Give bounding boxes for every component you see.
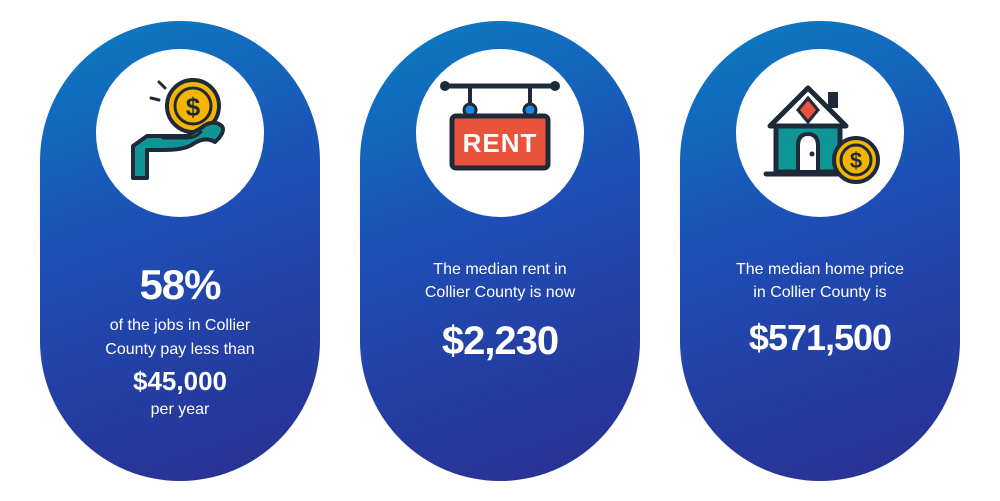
jobs-icon-circle: $ bbox=[96, 49, 264, 217]
home-amount: $571,500 bbox=[749, 314, 891, 363]
rent-body: The median rent in Collier County is now… bbox=[393, 257, 607, 368]
jobs-amount: $45,000 bbox=[133, 364, 227, 399]
home-icon-circle: $ bbox=[736, 49, 904, 217]
hand-coin-icon: $ bbox=[115, 68, 245, 198]
rent-amount: $2,230 bbox=[442, 314, 558, 368]
house-coin-icon: $ bbox=[750, 68, 890, 198]
rent-lead-1: The median rent in bbox=[433, 259, 566, 281]
rent-sign-label: RENT bbox=[463, 128, 538, 158]
jobs-lead-1: of the jobs in Collier bbox=[110, 315, 251, 337]
rent-lead-2: Collier County is now bbox=[425, 282, 575, 304]
jobs-card: $ 58% of the jobs in Collier County pay … bbox=[40, 21, 320, 481]
jobs-stat: 58% bbox=[139, 257, 220, 314]
svg-text:$: $ bbox=[850, 148, 862, 173]
rent-icon-circle: RENT bbox=[416, 49, 584, 217]
home-lead-2: in Collier County is bbox=[753, 282, 886, 304]
rent-sign-icon: RENT bbox=[430, 68, 570, 198]
svg-text:$: $ bbox=[186, 92, 201, 122]
home-card: $ The median home price in Collier Count… bbox=[680, 21, 960, 481]
jobs-body: 58% of the jobs in Collier County pay le… bbox=[73, 257, 286, 422]
home-lead-1: The median home price bbox=[736, 259, 904, 281]
rent-card: RENT The median rent in Collier County i… bbox=[360, 21, 640, 481]
jobs-lead-2: County pay less than bbox=[105, 339, 254, 361]
home-body: The median home price in Collier County … bbox=[704, 257, 936, 363]
jobs-trail: per year bbox=[151, 399, 210, 421]
